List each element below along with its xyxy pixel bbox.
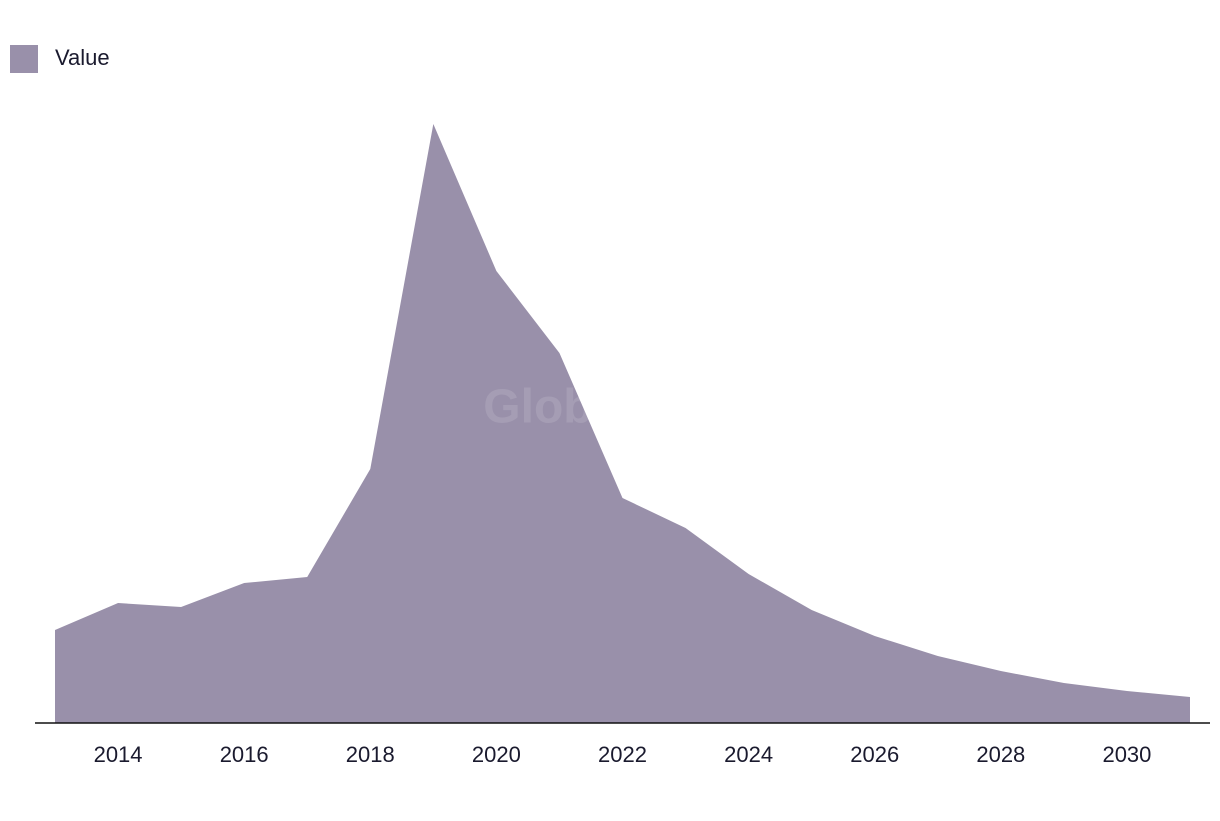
x-tick-label: 2014 xyxy=(94,742,143,767)
area xyxy=(55,124,1190,723)
watermark: GlobalData xyxy=(483,381,737,434)
x-tick-label: 2030 xyxy=(1102,742,1151,767)
x-tick-label: 2028 xyxy=(976,742,1025,767)
legend-label: Value xyxy=(55,45,110,70)
x-tick-label: 2016 xyxy=(220,742,269,767)
x-tick-label: 2020 xyxy=(472,742,521,767)
legend-swatch xyxy=(10,45,38,73)
x-tick-label: 2026 xyxy=(850,742,899,767)
x-tick-label: 2024 xyxy=(724,742,773,767)
x-tick-label: 2018 xyxy=(346,742,395,767)
x-tick-label: 2022 xyxy=(598,742,647,767)
